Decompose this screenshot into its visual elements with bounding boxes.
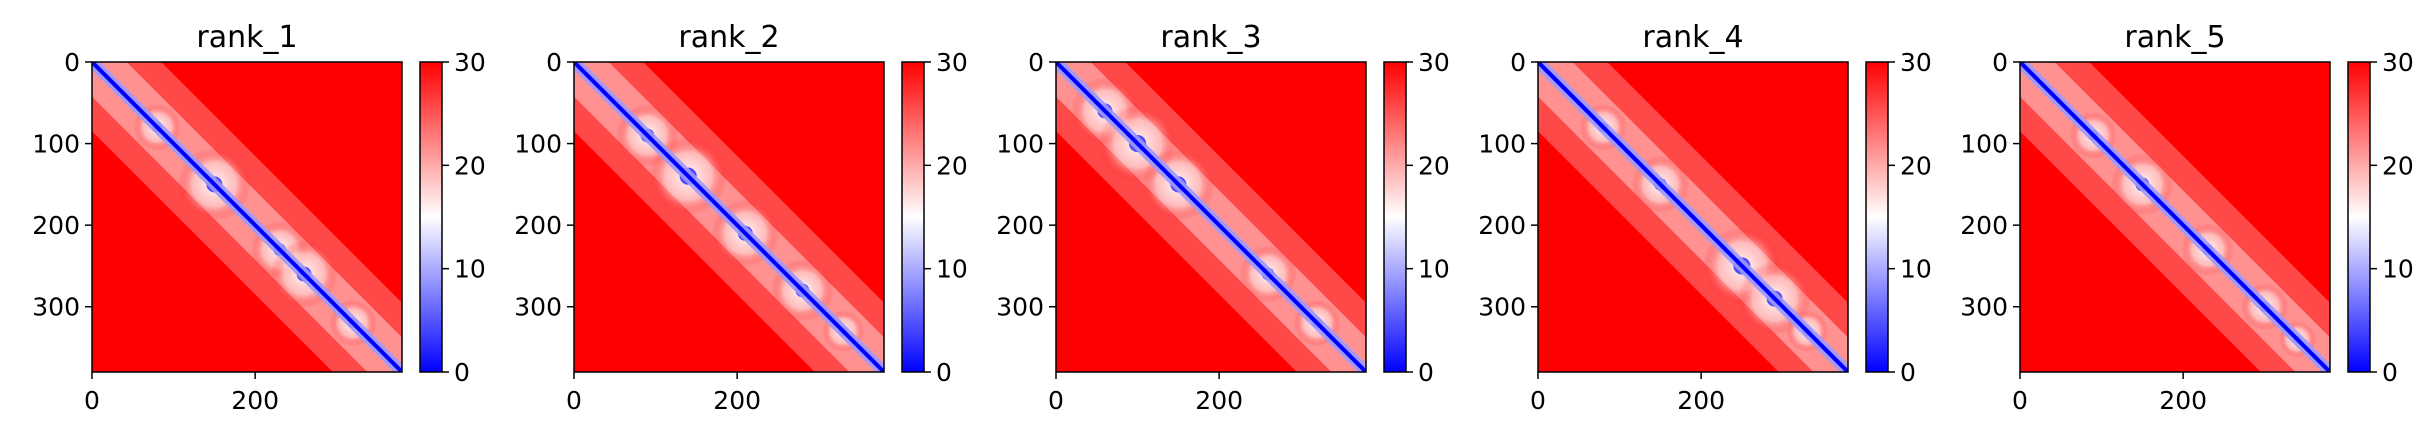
heatmap-panel-5: rank_5 0 100 200 300 0 200 0 10 20 30 bbox=[1960, 20, 2414, 415]
colorbar-tick-label: 10 bbox=[936, 255, 968, 284]
colorbar-tick-label: 20 bbox=[1900, 151, 1932, 180]
diagonal-line bbox=[1056, 62, 1366, 372]
axes-frame bbox=[573, 61, 885, 373]
colorbar-tick-label: 30 bbox=[1900, 48, 1932, 77]
x-tick-label: 200 bbox=[1677, 386, 1725, 415]
y-tick-label: 100 bbox=[1478, 130, 1526, 159]
y-tick-label: 100 bbox=[996, 130, 1044, 159]
y-tick-label: 300 bbox=[996, 293, 1044, 322]
colorbar-tick-label: 10 bbox=[1418, 255, 1450, 284]
heatmap-image bbox=[1538, 62, 1848, 372]
x-tick-label: 200 bbox=[713, 386, 761, 415]
y-tick-label: 200 bbox=[1960, 211, 2008, 240]
axes-frame bbox=[91, 61, 403, 373]
y-tick-label: 200 bbox=[32, 211, 80, 240]
colorbar-tick-label: 30 bbox=[1418, 48, 1450, 77]
diagonal-line bbox=[574, 62, 884, 372]
y-tick-label: 0 bbox=[546, 48, 562, 77]
x-tick-label: 200 bbox=[2159, 386, 2207, 415]
y-tick-label: 300 bbox=[1960, 293, 2008, 322]
x-tick-label: 200 bbox=[1195, 386, 1243, 415]
panel-title: rank_2 bbox=[678, 20, 779, 55]
axes-frame bbox=[1055, 61, 1367, 373]
y-tick-label: 0 bbox=[1028, 48, 1044, 77]
colorbar-tick-label: 20 bbox=[936, 151, 968, 180]
colorbar bbox=[901, 61, 925, 373]
colorbar bbox=[1383, 61, 1407, 373]
y-tick-label: 300 bbox=[514, 293, 562, 322]
y-tick-label: 100 bbox=[32, 130, 80, 159]
y-tick-label: 200 bbox=[514, 211, 562, 240]
axes-frame bbox=[2019, 61, 2331, 373]
x-tick-label: 0 bbox=[84, 386, 100, 415]
heatmap-panel-1: rank_1 0 100 200 300 0 200 0 10 20 30 bbox=[32, 20, 486, 415]
x-tick-label: 0 bbox=[566, 386, 582, 415]
heatmap-panel-2: rank_2 0 100 200 300 0 200 0 10 20 30 bbox=[514, 20, 968, 415]
colorbar-tick-label: 10 bbox=[454, 255, 486, 284]
x-tick-label: 0 bbox=[1048, 386, 1064, 415]
panel-title: rank_3 bbox=[1160, 20, 1261, 55]
y-tick-label: 100 bbox=[514, 130, 562, 159]
y-tick-label: 200 bbox=[996, 211, 1044, 240]
heatmap-image bbox=[92, 62, 402, 372]
y-tick-label: 0 bbox=[1510, 48, 1526, 77]
y-tick-label: 300 bbox=[1478, 293, 1526, 322]
colorbar bbox=[419, 61, 443, 373]
diagonal-line bbox=[1538, 62, 1848, 372]
panel-title: rank_4 bbox=[1642, 20, 1743, 55]
colorbar-tick-label: 20 bbox=[454, 151, 486, 180]
colorbar-tick-label: 0 bbox=[454, 358, 470, 387]
colorbar-tick-label: 30 bbox=[936, 48, 968, 77]
colorbar-tick-label: 0 bbox=[1900, 358, 1916, 387]
colorbar-tick-label: 30 bbox=[2382, 48, 2414, 77]
colorbar-tick-label: 0 bbox=[2382, 358, 2398, 387]
heatmap-image bbox=[2020, 62, 2330, 372]
colorbar-tick-label: 10 bbox=[1900, 255, 1932, 284]
colorbar-tick-label: 0 bbox=[1418, 358, 1434, 387]
y-tick-label: 300 bbox=[32, 293, 80, 322]
diagonal-line bbox=[2020, 62, 2330, 372]
heatmap-image bbox=[1056, 62, 1366, 372]
colorbar bbox=[1865, 61, 1889, 373]
panel-title: rank_5 bbox=[2124, 20, 2225, 55]
y-tick-label: 200 bbox=[1478, 211, 1526, 240]
colorbar-tick-label: 0 bbox=[936, 358, 952, 387]
diagonal-line bbox=[92, 62, 402, 372]
colorbar-tick-label: 20 bbox=[1418, 151, 1450, 180]
y-tick-label: 100 bbox=[1960, 130, 2008, 159]
panel-title: rank_1 bbox=[196, 20, 297, 55]
x-tick-label: 0 bbox=[2012, 386, 2028, 415]
y-tick-label: 0 bbox=[64, 48, 80, 77]
colorbar-tick-label: 10 bbox=[2382, 255, 2414, 284]
colorbar-tick-label: 20 bbox=[2382, 151, 2414, 180]
heatmap-panel-4: rank_4 0 100 200 300 0 200 0 10 20 30 bbox=[1478, 20, 1932, 415]
colorbar bbox=[2347, 61, 2371, 373]
x-tick-label: 0 bbox=[1530, 386, 1546, 415]
heatmap-image bbox=[574, 62, 884, 372]
y-tick-label: 0 bbox=[1992, 48, 2008, 77]
x-tick-label: 200 bbox=[231, 386, 279, 415]
axes-frame bbox=[1537, 61, 1849, 373]
colorbar-tick-label: 30 bbox=[454, 48, 486, 77]
heatmap-panel-3: rank_3 0 100 200 300 0 200 0 10 20 30 bbox=[996, 20, 1450, 415]
